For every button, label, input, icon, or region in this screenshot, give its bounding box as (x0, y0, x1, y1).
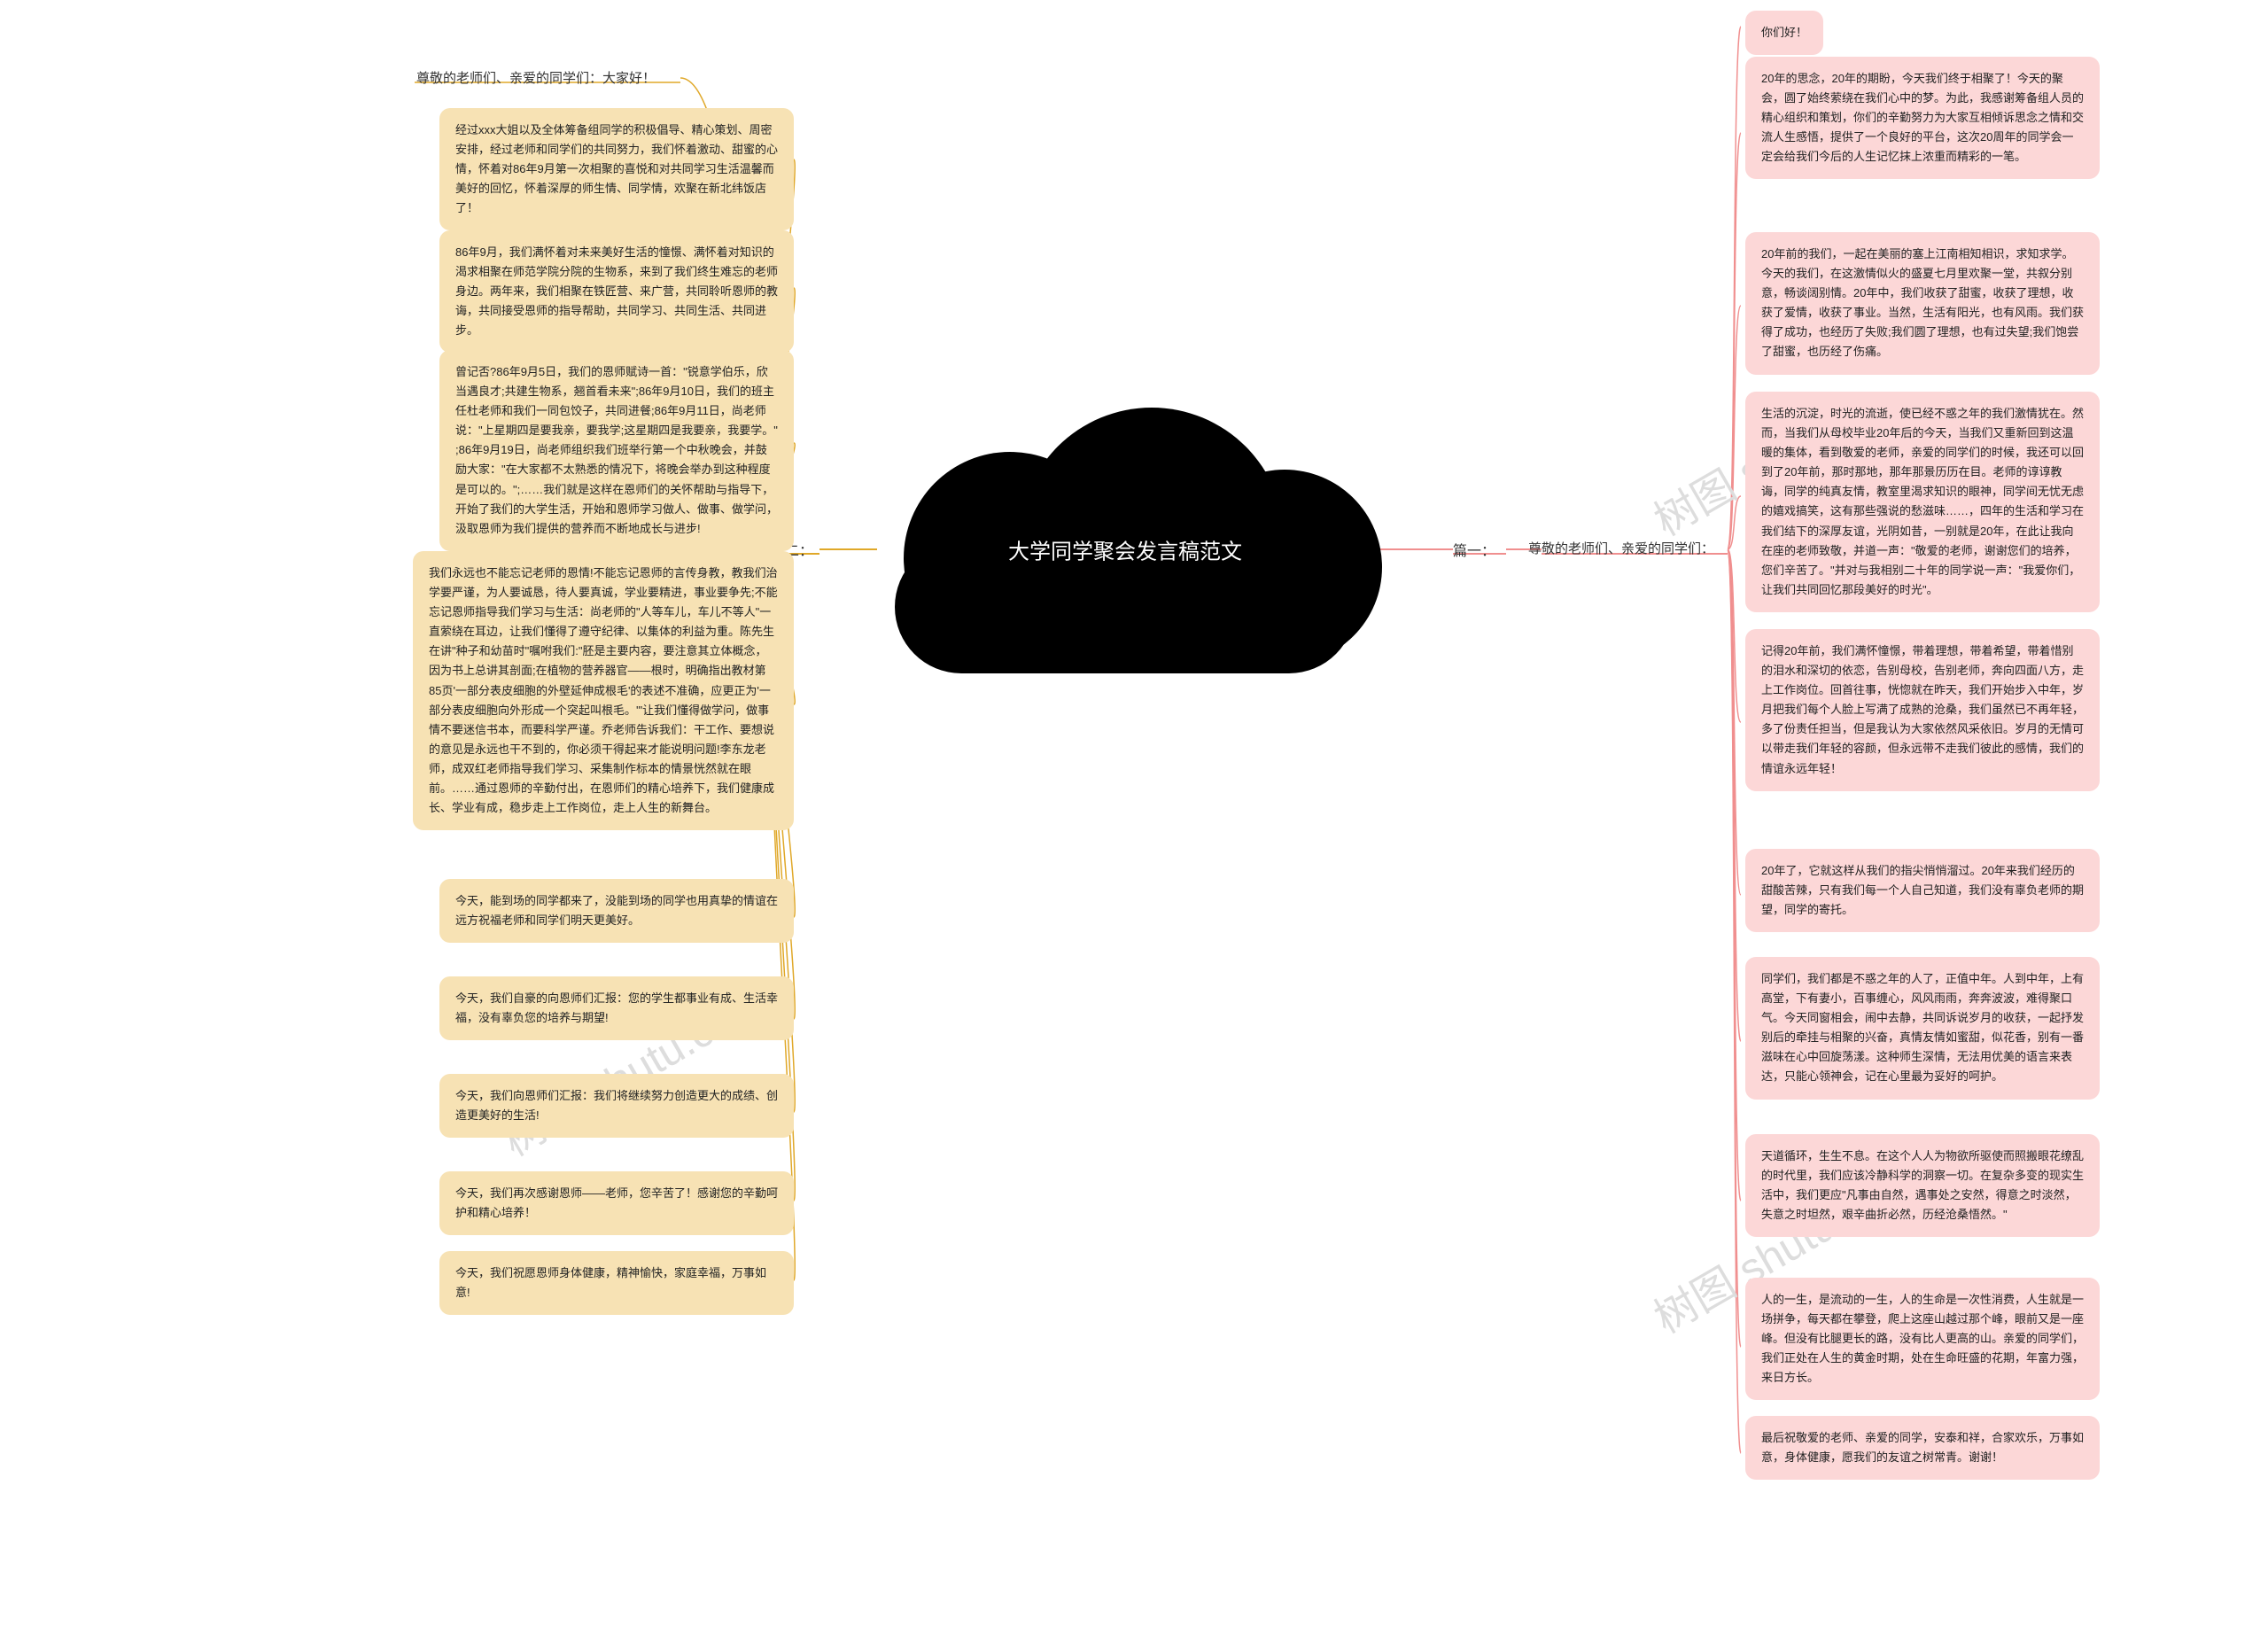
branch-right-label: 篇一： (1453, 539, 1495, 560)
right-node: 天道循环，生生不息。在这个人人为物欲所驱使而照搬眼花缭乱的时代里，我们应该冷静科… (1745, 1134, 2100, 1237)
branch-right-sub: 尊敬的老师们、亲爱的同学们： (1528, 539, 1714, 557)
left-node: 今天，能到场的同学都来了，没能到场的同学也用真挚的情谊在远方祝福老师和同学们明天… (439, 879, 794, 943)
center-node: 大学同学聚会发言稿范文 (877, 425, 1373, 673)
right-node: 最后祝敬爱的老师、亲爱的同学，安泰和祥，合家欢乐，万事如意，身体健康，愿我们的友… (1745, 1416, 2100, 1480)
left-node: 今天，我们向恩师们汇报：我们将继续努力创造更大的成绩、创造更美好的生活! (439, 1074, 794, 1138)
center-title: 大学同学聚会发言稿范文 (877, 534, 1373, 565)
left-node: 经过xxx大姐以及全体筹备组同学的积极倡导、精心策划、周密安排，经过老师和同学们… (439, 108, 794, 230)
left-node: 曾记否?86年9月5日，我们的恩师赋诗一首："锐意学伯乐，欣当遇良才;共建生物系… (439, 350, 794, 551)
right-node: 20年了，它就这样从我们的指尖悄悄溜过。20年来我们经历的甜酸苦辣，只有我们每一… (1745, 849, 2100, 932)
right-node: 20年前的我们，一起在美丽的塞上江南相知相识，求知求学。今天的我们，在这激情似火… (1745, 232, 2100, 375)
right-node: 同学们，我们都是不惑之年的人了，正值中年。人到中年，上有高堂，下有妻小，百事缠心… (1745, 957, 2100, 1100)
left-node: 今天，我们祝愿恩师身体健康，精神愉快，家庭幸福，万事如意! (439, 1251, 794, 1315)
right-node: 人的一生，是流动的一生，人的生命是一次性消费，人生就是一场拼争，每天都在攀登，爬… (1745, 1278, 2100, 1400)
right-node: 记得20年前，我们满怀憧憬，带着理想，带着希望，带着惜别的泪水和深切的依恋，告别… (1745, 629, 2100, 791)
left-node: 我们永远也不能忘记老师的恩情!不能忘记恩师的言传身教，教我们治学要严谨，为人要诚… (413, 551, 794, 830)
right-node: 你们好！ (1745, 11, 1823, 55)
left-node: 今天，我们自豪的向恩师们汇报：您的学生都事业有成、生活幸福，没有辜负您的培养与期… (439, 976, 794, 1040)
right-node: 20年的思念，20年的期盼，今天我们终于相聚了！今天的聚会，圆了始终萦绕在我们心… (1745, 57, 2100, 179)
left-node: 86年9月，我们满怀着对未来美好生活的憧憬、满怀着对知识的渴求相聚在师范学院分院… (439, 230, 794, 353)
right-node: 生活的沉淀，时光的流逝，使已经不惑之年的我们激情犹在。然而，当我们从母校毕业20… (1745, 392, 2100, 612)
left-node: 今天，我们再次感谢恩师——老师，您辛苦了！感谢您的辛勤呵护和精心培养！ (439, 1171, 794, 1235)
branch-left-sub: 尊敬的老师们、亲爱的同学们：大家好！ (416, 68, 656, 87)
